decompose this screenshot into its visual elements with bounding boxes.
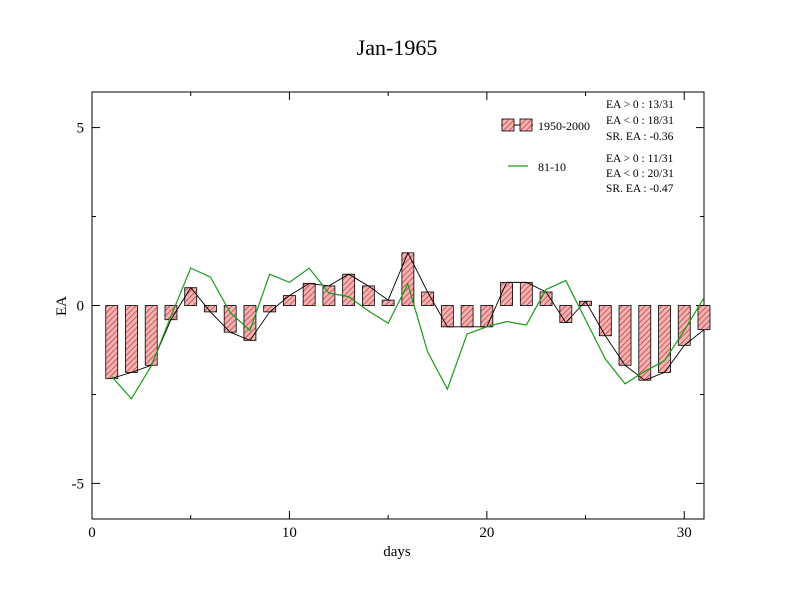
stat-8110-sr-ea: SR. EA : -0.47 — [606, 183, 674, 195]
y-tick-label: -5 — [72, 476, 85, 492]
stat-1950-sr-ea: SR. EA : -0.36 — [606, 131, 674, 143]
axes: 0 10 20 30 -5 0 5 — [72, 92, 704, 541]
stat-1950-ea-positive: EA > 0 : 13/31 — [606, 99, 674, 111]
bar — [697, 305, 711, 331]
stat-8110-ea-positive: EA > 0 : 11/31 — [606, 153, 674, 165]
series-line-1950-2000 — [111, 251, 705, 381]
bar — [283, 295, 296, 306]
bar — [302, 283, 316, 306]
series-line-81-10 — [111, 267, 704, 400]
bar — [125, 305, 138, 373]
x-tick-label: 0 — [88, 525, 96, 541]
bar — [460, 305, 474, 328]
bar — [598, 305, 612, 337]
y-tick-label: 0 — [77, 299, 85, 315]
y-axis-label: EA — [54, 296, 70, 316]
bar — [342, 273, 356, 306]
bar — [480, 305, 494, 328]
bar — [243, 305, 257, 341]
stat-8110-ea-negative: EA < 0 : 20/31 — [606, 168, 674, 180]
legend-bar-swatch-right — [519, 118, 533, 132]
bar-series — [105, 252, 711, 381]
bar — [677, 305, 691, 346]
legend-label-81-10: 81-10 — [538, 160, 566, 174]
legend-bar-swatch-left — [501, 118, 515, 132]
x-tick-label: 10 — [282, 525, 297, 541]
y-tick-label: 5 — [77, 121, 85, 137]
stat-1950-ea-negative: EA < 0 : 18/31 — [606, 115, 674, 127]
x-axis-label: days — [383, 544, 411, 560]
chart-title: Jan-1965 — [357, 35, 438, 60]
legend: 1950-2000 81-10 EA > 0 : 13/31 EA < 0 : … — [501, 99, 674, 195]
x-tick-label: 20 — [479, 525, 494, 541]
bar — [381, 299, 395, 306]
bar — [105, 305, 119, 379]
bar — [440, 305, 454, 328]
line-series — [111, 251, 705, 400]
bar — [500, 281, 513, 306]
bar — [519, 281, 533, 306]
bar — [618, 305, 632, 366]
x-tick-label: 30 — [677, 525, 692, 541]
bar — [184, 287, 198, 306]
bar — [559, 305, 573, 323]
legend-label-1950-2000: 1950-2000 — [538, 119, 590, 133]
bar — [322, 285, 336, 306]
